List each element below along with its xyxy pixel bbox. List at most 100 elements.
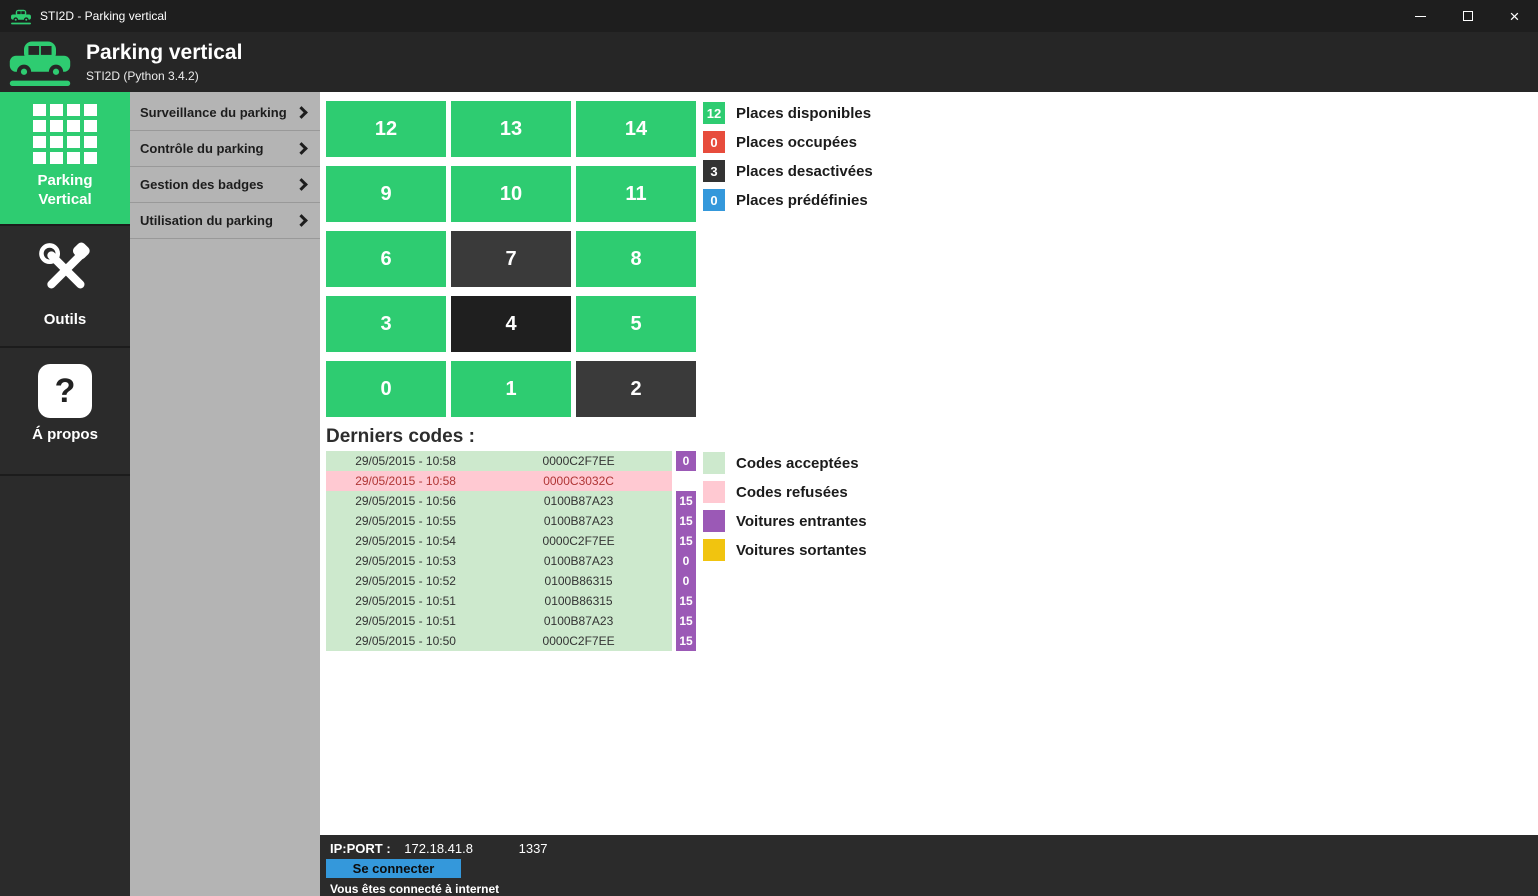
chevron-right-icon (295, 214, 308, 227)
connect-button[interactable]: Se connecter (326, 859, 461, 878)
parking-spot-9[interactable]: 9 (326, 166, 446, 222)
page-subtitle: STI2D (Python 3.4.2) (86, 68, 199, 83)
minimize-button[interactable] (1397, 0, 1444, 32)
parking-spot-6[interactable]: 6 (326, 231, 446, 287)
codes-legend: Codes acceptées Codes refusées Voitures en… (703, 452, 867, 568)
parking-spot-14[interactable]: 14 (576, 101, 696, 157)
code-row-strip: 29/05/2015 - 10:52 0100B86315 (326, 571, 672, 591)
car-count-badge: 15 (676, 591, 696, 611)
legend-swatch (703, 510, 725, 532)
close-icon: × (1509, 6, 1520, 26)
code-row-2: 29/05/2015 - 10:56 0100B87A23 15 (326, 491, 696, 511)
car-count-badge: 15 (676, 531, 696, 551)
legend-label: Codes acceptées (736, 454, 859, 472)
legend-label: Voitures sortantes (736, 541, 867, 559)
parking-spot-10[interactable]: 10 (451, 166, 571, 222)
code-row-strip: 29/05/2015 - 10:53 0100B87A23 (326, 551, 672, 571)
parking-spot-3[interactable]: 3 (326, 296, 446, 352)
parking-spot-12[interactable]: 12 (326, 101, 446, 157)
parking-spot-13[interactable]: 13 (451, 101, 571, 157)
legend-swatch: 0 (703, 189, 725, 211)
sidebar-item-label: Á propos (32, 426, 98, 443)
menu-item-label: Utilisation du parking (140, 213, 273, 228)
code-value: 0100B87A23 (543, 514, 614, 528)
code-datetime: 29/05/2015 - 10:55 (355, 514, 456, 528)
chevron-right-icon (295, 178, 308, 191)
code-datetime: 29/05/2015 - 10:56 (355, 494, 456, 508)
code-value: 0000C2F7EE (542, 454, 615, 468)
car-count-badge: 0 (676, 451, 696, 471)
menu-item-1[interactable]: Surveillance du parking (130, 95, 320, 131)
parking-spot-7[interactable]: 7 (451, 231, 571, 287)
code-value: 0100B87A23 (543, 554, 614, 568)
parking-spot-8[interactable]: 8 (576, 231, 696, 287)
port-number: 1337 (518, 841, 548, 856)
code-row-1: 29/05/2015 - 10:58 0000C3032C (326, 471, 696, 491)
footer: IP:PORT : 172.18.41.8 1337 Se connecter … (320, 835, 1538, 896)
parking-grid: 12 13 14 9 10 11 6 7 8 3 4 5 0 1 2 (326, 101, 696, 417)
parking-spot-5[interactable]: 5 (576, 296, 696, 352)
code-row-4: 29/05/2015 - 10:54 0000C2F7EE 15 (326, 531, 696, 551)
car-count-badge: 15 (676, 611, 696, 631)
legend-label: Places disponibles (736, 104, 872, 122)
code-row-8: 29/05/2015 - 10:51 0100B87A23 15 (326, 611, 696, 631)
page-title: Parking vertical (86, 41, 243, 65)
legend-label: Places desactivées (736, 162, 873, 180)
parking-legend-item-2: 3 Places desactivées (703, 160, 873, 182)
minimize-icon (1415, 15, 1426, 17)
main-content: 12 13 14 9 10 11 6 7 8 3 4 5 0 1 2 12 Places disponible… (320, 92, 1538, 835)
parking-spot-0[interactable]: 0 (326, 361, 446, 417)
maximize-button[interactable] (1444, 0, 1491, 32)
car-count-badge: 0 (676, 551, 696, 571)
sidebar-item-outils[interactable]: Outils (0, 226, 130, 348)
car-count-badge: 15 (676, 491, 696, 511)
question-mark: ? (54, 371, 76, 410)
code-row-strip: 29/05/2015 - 10:51 0100B86315 (326, 591, 672, 611)
legend-swatch (703, 481, 725, 503)
parking-spot-1[interactable]: 1 (451, 361, 571, 417)
legend-swatch (703, 452, 725, 474)
code-value: 0000C3032C (543, 474, 614, 488)
app-header: Parking vertical STI2D (Python 3.4.2) (0, 32, 1538, 92)
legend-label: Places prédéfinies (736, 191, 868, 209)
parking-legend-item-3: 0 Places prédéfinies (703, 189, 873, 211)
titlebar: STI2D - Parking vertical × (0, 0, 1538, 32)
parking-spot-4[interactable]: 4 (451, 296, 571, 352)
tools-icon (36, 240, 94, 303)
sidebar-item-parking-vertical[interactable]: Parking Vertical (0, 92, 130, 226)
menu-list: Surveillance du parking Contrôle du parki… (130, 95, 320, 239)
header-text: Parking vertical STI2D (Python 3.4.2) (86, 41, 242, 82)
menu-item-3[interactable]: Gestion des badges (130, 167, 320, 203)
code-value: 0100B86315 (544, 594, 613, 608)
maximize-icon (1462, 11, 1473, 21)
codes-legend-item-2: Voitures entrantes (703, 510, 867, 532)
legend-label: Places occupées (736, 133, 857, 151)
sidebar-item-a-propos[interactable]: ? Á propos (0, 348, 130, 476)
window-title: STI2D - Parking vertical (40, 9, 167, 23)
code-row-3: 29/05/2015 - 10:55 0100B87A23 15 (326, 511, 696, 531)
sidebar-item-label: Outils (43, 311, 87, 328)
menu-item-label: Gestion des badges (140, 177, 264, 192)
code-datetime: 29/05/2015 - 10:52 (355, 574, 456, 588)
code-row-7: 29/05/2015 - 10:51 0100B86315 15 (326, 591, 696, 611)
code-row-strip: 29/05/2015 - 10:55 0100B87A23 (326, 511, 672, 531)
legend-swatch: 0 (703, 131, 725, 153)
menu-item-4[interactable]: Utilisation du parking (130, 203, 320, 239)
parking-legend: 12 Places disponibles 0 Places occupées 3 Pla… (703, 102, 873, 218)
code-row-5: 29/05/2015 - 10:53 0100B87A23 0 (326, 551, 696, 571)
sidebar: Parking Vertical Outils ? Á propos (0, 92, 130, 896)
menu-item-2[interactable]: Contrôle du parking (130, 131, 320, 167)
parking-spot-2[interactable]: 2 (576, 361, 696, 417)
sidebar-item-label: Parking Vertical (37, 172, 93, 208)
code-datetime: 29/05/2015 - 10:51 (355, 594, 456, 608)
parking-legend-item-1: 0 Places occupées (703, 131, 873, 153)
car-count-badge: 15 (676, 631, 696, 651)
close-button[interactable]: × (1491, 0, 1538, 32)
code-datetime: 29/05/2015 - 10:58 (355, 454, 456, 468)
code-row-strip: 29/05/2015 - 10:51 0100B87A23 (326, 611, 672, 631)
code-value: 0100B86315 (544, 574, 613, 588)
connection-status: Vous êtes connecté à internet (330, 882, 500, 896)
window-controls: × (1397, 0, 1538, 32)
parking-spot-11[interactable]: 11 (576, 166, 696, 222)
ip-port-label: IP:PORT : (330, 841, 391, 856)
